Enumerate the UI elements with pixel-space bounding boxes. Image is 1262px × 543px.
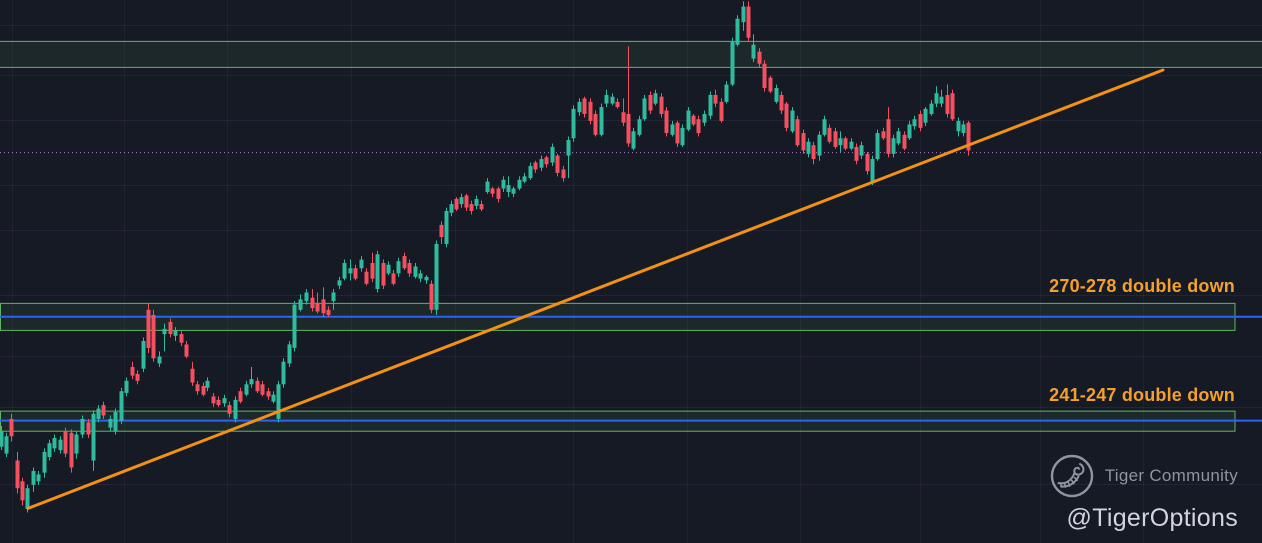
zone-label-270-278: 270-278 double down bbox=[1049, 276, 1235, 296]
watermark: Tiger Community @TigerOptions bbox=[1049, 453, 1238, 533]
candles bbox=[0, 1, 971, 513]
watermark-community-text: Tiger Community bbox=[1104, 466, 1238, 485]
tiger-community-logo-icon bbox=[1050, 454, 1093, 498]
watermark-handle-text: @TigerOptions bbox=[1066, 504, 1238, 532]
resistance-zone bbox=[0, 40, 1262, 68]
trendline bbox=[26, 68, 1165, 510]
zone-label-241-247: 241-247 double down bbox=[1049, 385, 1235, 405]
support-zone-241-247 bbox=[0, 410, 1262, 432]
support-zone-270-278 bbox=[0, 302, 1262, 331]
